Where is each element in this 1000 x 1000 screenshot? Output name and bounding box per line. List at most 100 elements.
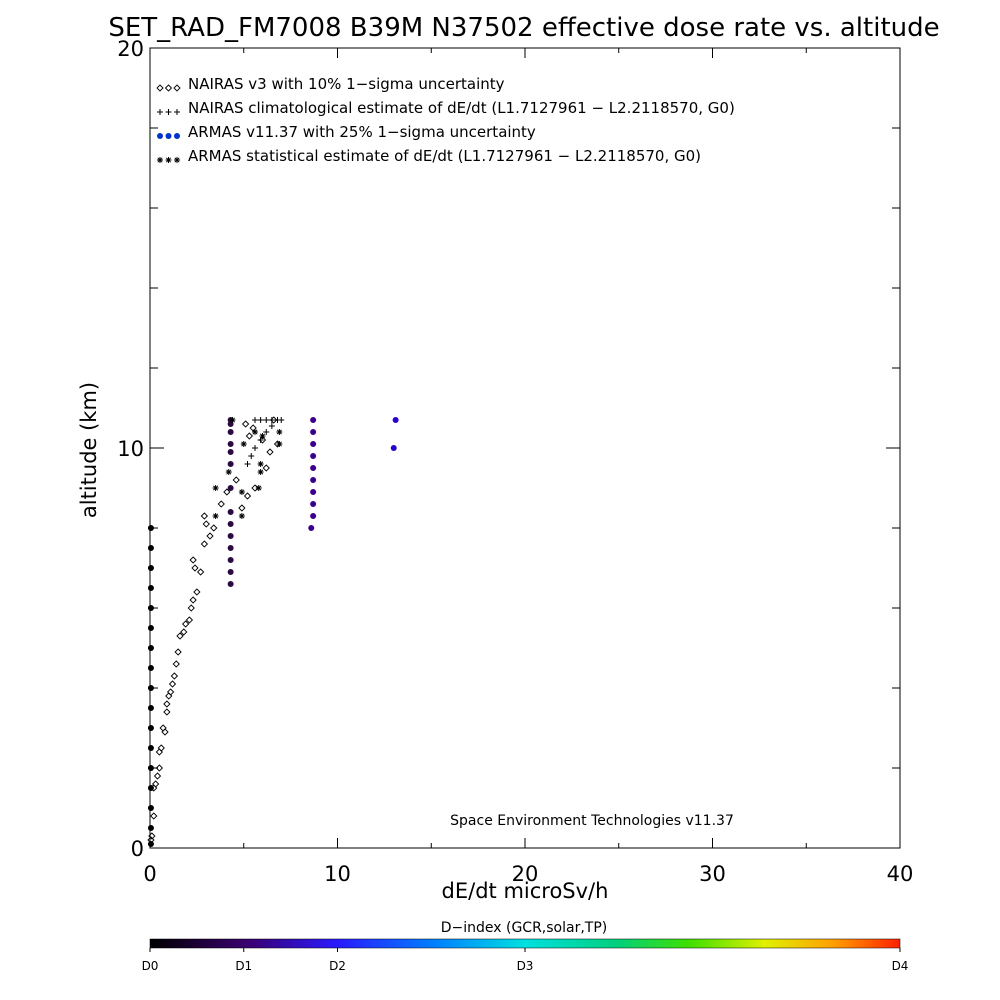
data-point <box>238 513 245 519</box>
legend-marker <box>165 109 172 115</box>
colorbar-label: D2 <box>329 959 346 973</box>
data-point <box>200 512 209 520</box>
data-point <box>151 780 160 788</box>
data-point <box>276 441 283 447</box>
series-plus <box>244 417 285 467</box>
data-point <box>191 564 199 572</box>
data-point <box>227 441 234 447</box>
legend-marker <box>165 157 172 163</box>
data-point <box>266 448 274 456</box>
data-point <box>263 429 270 435</box>
y-tick-label: 10 <box>117 437 144 461</box>
data-point <box>217 500 225 508</box>
data-point <box>223 488 231 496</box>
data-point <box>276 429 283 435</box>
data-point <box>263 417 270 423</box>
data-point <box>227 533 234 539</box>
data-point <box>310 441 317 447</box>
data-point <box>200 540 209 548</box>
x-tick-label: 30 <box>699 862 726 886</box>
data-point <box>310 453 317 459</box>
data-point <box>227 485 234 491</box>
data-point <box>252 445 258 451</box>
data-point <box>202 520 210 528</box>
colorbar-title: D−index (GCR,solar,TP) <box>441 920 608 936</box>
legend-marker <box>174 133 180 139</box>
data-point <box>252 429 258 435</box>
data-point <box>185 616 194 624</box>
data-point <box>251 484 259 492</box>
data-point <box>176 632 184 640</box>
data-point <box>310 417 317 423</box>
plot-frame <box>149 47 901 849</box>
data-point <box>180 628 188 636</box>
axis-ticks <box>149 47 901 849</box>
data-point <box>147 585 154 591</box>
legend-label: ARMAS v11.37 with 25% 1−sigma uncertaint… <box>188 123 536 141</box>
data-point <box>147 725 154 731</box>
data-point <box>241 420 250 428</box>
data-point <box>243 492 252 500</box>
data-point <box>392 417 399 423</box>
data-point <box>189 556 197 564</box>
x-tick-label: 40 <box>887 862 914 886</box>
data-point <box>245 432 254 440</box>
legend-marker <box>156 84 164 92</box>
data-point <box>229 417 236 423</box>
data-point <box>255 485 262 491</box>
data-point <box>227 509 234 515</box>
data-point <box>147 785 154 791</box>
legend-label: NAIRAS v3 with 10% 1−sigma uncertainty <box>188 75 505 93</box>
data-point <box>163 700 171 708</box>
data-point <box>155 764 164 772</box>
data-point <box>308 525 315 531</box>
data-point <box>147 805 154 811</box>
data-point <box>174 648 182 656</box>
data-point <box>163 708 171 716</box>
data-point <box>172 660 180 668</box>
data-point <box>148 832 156 840</box>
legend-marker <box>164 84 173 92</box>
data-point <box>249 424 257 432</box>
data-point <box>244 461 251 467</box>
data-point <box>147 705 154 711</box>
data-point <box>225 469 232 475</box>
series-asterisk <box>212 417 283 519</box>
data-point <box>159 724 167 732</box>
data-point <box>170 672 179 680</box>
data-point <box>227 521 234 527</box>
data-point <box>232 476 240 484</box>
data-point <box>227 449 234 455</box>
data-point <box>252 417 258 423</box>
data-point <box>227 581 234 587</box>
data-point <box>147 841 154 847</box>
data-point <box>155 748 164 756</box>
x-tick-label: 10 <box>324 862 351 886</box>
data-point <box>161 728 169 736</box>
data-point <box>147 545 154 551</box>
chart-title: SET_RAD_FM7008 B39M N37502 effective dos… <box>108 13 939 43</box>
data-point <box>147 665 154 671</box>
data-point <box>212 485 219 491</box>
series-dot <box>147 417 399 847</box>
data-point <box>240 441 247 447</box>
data-point <box>257 417 264 423</box>
data-point <box>259 433 266 439</box>
credit-annotation: Space Environment Technologies v11.37 <box>450 813 734 829</box>
y-tick-labels: 0 10 20 <box>117 37 144 861</box>
data-point <box>210 524 218 532</box>
data-point <box>227 461 234 467</box>
data-point <box>165 692 173 700</box>
data-point <box>147 685 154 691</box>
legend-label: ARMAS statistical estimate of dE/dt (L1.… <box>188 147 701 165</box>
legend-marker <box>157 133 163 139</box>
colorbar-label: D4 <box>892 959 909 973</box>
data-point <box>268 423 275 429</box>
y-tick-label: 20 <box>117 37 144 61</box>
data-point <box>310 429 317 435</box>
data-point <box>238 489 245 495</box>
data-point <box>227 557 234 563</box>
data-point <box>189 596 197 604</box>
legend-marker <box>173 84 181 92</box>
